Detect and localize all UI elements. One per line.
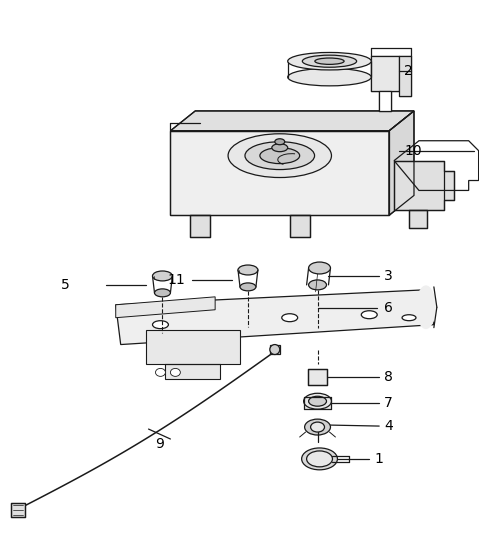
Text: 10: 10 bbox=[404, 144, 421, 158]
Text: 6: 6 bbox=[384, 301, 393, 315]
Text: 3: 3 bbox=[384, 269, 393, 283]
Ellipse shape bbox=[245, 142, 314, 170]
Text: 9: 9 bbox=[156, 437, 164, 451]
Ellipse shape bbox=[311, 422, 324, 432]
Ellipse shape bbox=[315, 58, 344, 64]
Ellipse shape bbox=[155, 289, 170, 297]
Bar bbox=[190, 215, 210, 237]
Ellipse shape bbox=[416, 285, 436, 329]
Ellipse shape bbox=[402, 315, 416, 320]
Text: 2: 2 bbox=[404, 64, 413, 78]
Ellipse shape bbox=[309, 280, 326, 290]
Polygon shape bbox=[389, 111, 414, 215]
Bar bbox=[12, 502, 25, 517]
Ellipse shape bbox=[153, 320, 168, 328]
Ellipse shape bbox=[153, 271, 172, 281]
Ellipse shape bbox=[288, 52, 371, 70]
Text: 8: 8 bbox=[384, 370, 393, 384]
Polygon shape bbox=[145, 330, 240, 379]
Ellipse shape bbox=[275, 139, 285, 144]
Ellipse shape bbox=[288, 68, 371, 86]
Ellipse shape bbox=[272, 144, 288, 152]
Ellipse shape bbox=[156, 369, 166, 376]
Ellipse shape bbox=[301, 448, 337, 470]
Ellipse shape bbox=[305, 419, 330, 435]
Ellipse shape bbox=[309, 262, 330, 274]
Ellipse shape bbox=[302, 55, 357, 67]
Text: 4: 4 bbox=[384, 419, 393, 433]
Text: 11: 11 bbox=[168, 273, 185, 287]
Ellipse shape bbox=[170, 369, 180, 376]
Bar bbox=[270, 345, 280, 355]
Ellipse shape bbox=[240, 283, 256, 291]
Ellipse shape bbox=[228, 134, 332, 178]
Bar bbox=[304, 398, 332, 409]
Ellipse shape bbox=[309, 396, 326, 406]
Ellipse shape bbox=[238, 265, 258, 275]
Bar bbox=[290, 215, 310, 237]
Ellipse shape bbox=[270, 345, 280, 355]
Text: 1: 1 bbox=[374, 452, 383, 466]
Ellipse shape bbox=[304, 393, 332, 409]
Text: 5: 5 bbox=[61, 278, 70, 292]
Ellipse shape bbox=[282, 314, 298, 322]
Polygon shape bbox=[170, 111, 414, 131]
Ellipse shape bbox=[361, 311, 377, 319]
Polygon shape bbox=[116, 290, 434, 345]
Polygon shape bbox=[379, 91, 391, 111]
Bar bbox=[308, 369, 327, 385]
Ellipse shape bbox=[260, 148, 300, 164]
Text: 7: 7 bbox=[384, 396, 393, 410]
Polygon shape bbox=[170, 131, 389, 215]
Polygon shape bbox=[116, 297, 215, 318]
Polygon shape bbox=[371, 56, 399, 91]
Bar bbox=[409, 210, 427, 228]
Polygon shape bbox=[394, 160, 454, 210]
Ellipse shape bbox=[307, 451, 333, 467]
Polygon shape bbox=[399, 56, 411, 96]
